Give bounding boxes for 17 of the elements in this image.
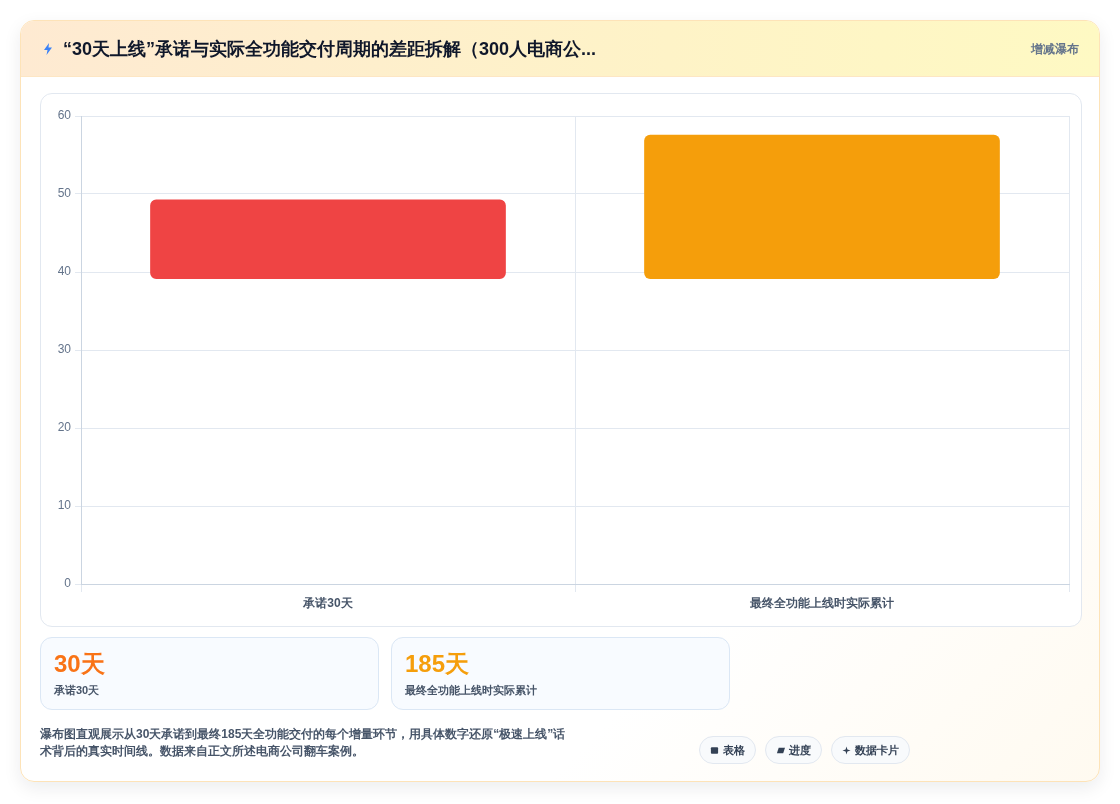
text: 185天 [405, 650, 470, 678]
y-tick-label: 50 [57, 186, 72, 201]
text: 瀑布图直观展示从30天承诺到最终185天全功能交付的每个增量环节，用具体数字还原“极速上线”话术背后的真实时间线。数据来自正文所述电商公司翻车案例。 [40, 726, 567, 760]
text: 进度 [789, 742, 811, 758]
y-tick-label: 60 [57, 108, 72, 123]
text: 最终全功能上线时实际累计 [405, 683, 537, 697]
y-tick-label: 40 [57, 264, 72, 279]
y-tick-label: 20 [57, 420, 72, 435]
text: 数据卡片 [855, 742, 899, 758]
text: 30天 [54, 650, 105, 678]
y-tick-label: 30 [57, 342, 72, 357]
text: 承诺30天 [54, 683, 100, 697]
y-tick-label: 10 [57, 498, 72, 513]
y-tick-label: 0 [64, 576, 72, 591]
chart-title: “30天上线”承诺与实际全功能交付周期的差距拆解（300人电商公... [63, 38, 597, 61]
text: 表格 [723, 742, 745, 758]
text: 增减瀑布 [1031, 41, 1079, 57]
